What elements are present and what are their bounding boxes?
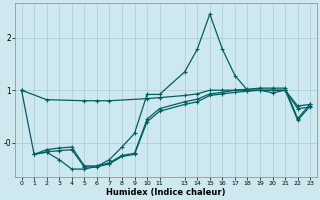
X-axis label: Humidex (Indice chaleur): Humidex (Indice chaleur) [106,188,226,197]
